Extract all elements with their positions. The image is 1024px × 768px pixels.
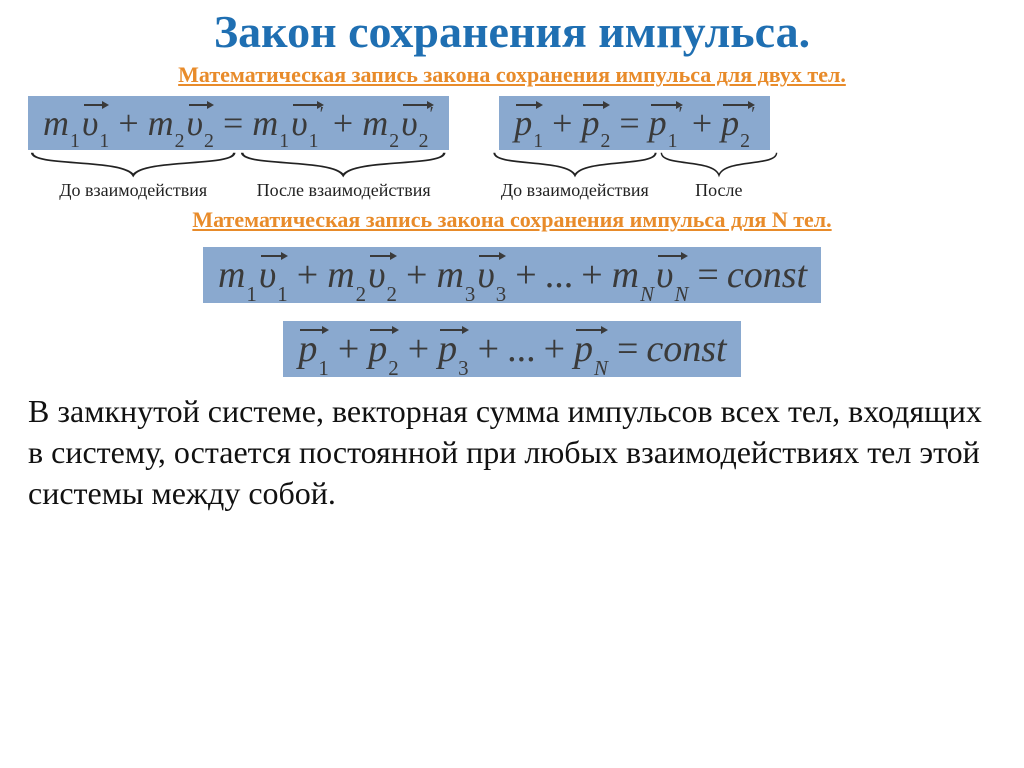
brace-label-after-short: После — [695, 180, 742, 201]
definition-text: В замкнутой системе, векторная сумма имп… — [28, 391, 996, 514]
brace-icon — [491, 150, 659, 178]
eq-mv-group: m1 υ1 + m2 υ2 = m1 υ1′ + m2 υ2′ — [28, 96, 449, 201]
page-title: Закон сохранения импульса. — [28, 8, 996, 56]
eq-p-group: p1 + p2 = p1′ + p2′ До взаимодействия — [491, 96, 779, 201]
eq-p: p1 + p2 = p1′ + p2′ — [513, 102, 756, 144]
subhead-n-bodies: Математическая запись закона сохранения … — [28, 207, 996, 233]
brace-label-before-2: До взаимодействия — [501, 180, 649, 201]
eq-n-mv-box: m1 υ1 + m2 υ2 + m3 υ3 + ... + mN υN = co… — [203, 247, 821, 303]
eq-mv-box: m1 υ1 + m2 υ2 = m1 υ1′ + m2 υ2′ — [28, 96, 449, 150]
subhead-two-bodies: Математическая запись закона сохранения … — [28, 62, 996, 88]
two-body-equations-row: m1 υ1 + m2 υ2 = m1 υ1′ + m2 υ2′ — [28, 96, 996, 201]
brace-icon — [238, 150, 448, 178]
eq-n-p-box: p1 + p2 + p3 + ... + pN = const — [283, 321, 740, 377]
eq-mv: m1 υ1 + m2 υ2 = m1 υ1′ + m2 υ2′ — [42, 102, 435, 144]
brace-label-before: До взаимодействия — [59, 180, 207, 201]
eq-n-p: p1 + p2 + p3 + ... + pN = const — [297, 327, 726, 371]
brace-label-after: После взаимодействия — [257, 180, 431, 201]
slide: Закон сохранения импульса. Математическа… — [0, 0, 1024, 768]
eq-n-mv: m1 υ1 + m2 υ2 + m3 υ3 + ... + mN υN = co… — [217, 253, 807, 297]
brace-icon — [28, 150, 238, 178]
brace-icon — [659, 150, 779, 178]
eq-p-box: p1 + p2 = p1′ + p2′ — [499, 96, 770, 150]
n-body-equations: m1 υ1 + m2 υ2 + m3 υ3 + ... + mN υN = co… — [28, 247, 996, 377]
